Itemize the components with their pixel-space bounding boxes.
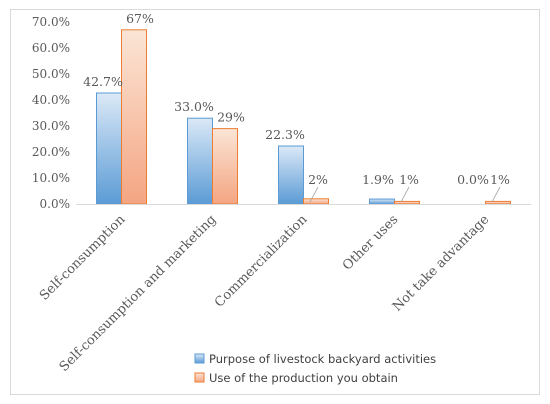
bar-chart: 0.0%10.0%20.0%30.0%40.0%50.0%60.0%70.0% … (32, 11, 531, 385)
category-label: Self-consumption (37, 212, 129, 304)
legend-label: Purpose of livestock backyard activities (209, 352, 436, 366)
bar (394, 200, 420, 205)
data-label: 0.0% (457, 172, 489, 187)
data-label: 22.3% (265, 127, 305, 142)
legend-swatch (194, 372, 205, 383)
label-leader-line (400, 186, 410, 203)
bar (212, 128, 238, 205)
label-leader-line (491, 186, 501, 203)
bar (485, 200, 511, 205)
data-label: 1% (490, 172, 510, 187)
bar (369, 198, 395, 205)
bar (303, 198, 329, 205)
category-label: Other uses (340, 212, 401, 273)
bar (121, 29, 147, 205)
chart-frame: 0.0% 10.0% 20.0% 30.0% 40.0% 50.0% 60.0% 70.0% … (10, 9, 540, 395)
y-tick-label: 60.0% (32, 41, 70, 55)
label-leader-line (309, 186, 319, 203)
data-label: 1% (399, 172, 419, 187)
y-tick-label: 30.0% (32, 119, 70, 133)
bar (187, 117, 213, 205)
data-label: 2% (308, 172, 328, 187)
category-label: Not take advantage (390, 212, 493, 315)
y-tick-label: 20.0% (32, 145, 70, 159)
bar (278, 145, 304, 205)
category-label: Commercialization (212, 212, 311, 311)
data-label: 29% (217, 110, 245, 125)
bar (96, 92, 122, 205)
legend-label: Use of the production you obtain (209, 371, 398, 385)
y-tick-label: 70.0% (32, 15, 70, 29)
y-axis: 0.0% 10.0% 20.0% 30.0% 40.0% 50.0% 60.0% 70.0% (32, 15, 70, 211)
bars (96, 29, 511, 205)
category-label: Self-consumption and marketing (57, 212, 220, 375)
data-label: 42.7% (83, 74, 123, 89)
data-label: 67% (126, 11, 154, 26)
y-tick-label: 40.0% (32, 93, 70, 107)
legend-swatch (194, 353, 205, 364)
data-label: 1.9% (362, 172, 394, 187)
legend: Purpose of livestock backyard activities… (194, 352, 436, 385)
data-label: 33.0% (174, 99, 214, 114)
data-labels: 42.7%67%33.0%29%22.3%2% 1.9% 1% 0.0% 1% (83, 11, 510, 203)
y-tick-label: 50.0% (32, 67, 70, 81)
y-tick-label: 0.0% (40, 197, 71, 211)
y-tick-label: 10.0% (32, 171, 70, 185)
